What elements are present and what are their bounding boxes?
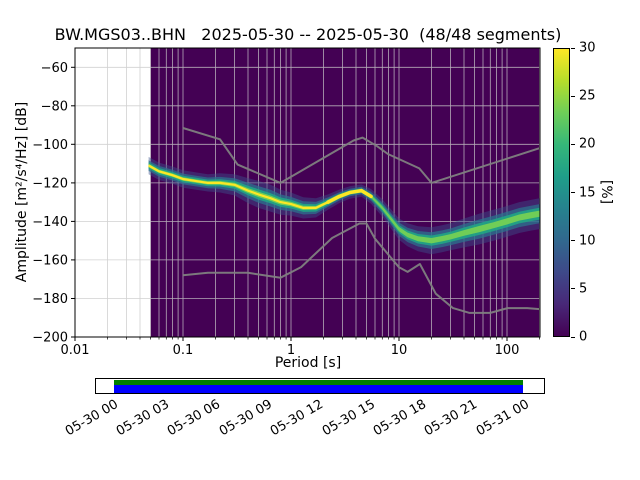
colorbar-tick-label: 25 <box>579 88 596 104</box>
plot-title: BW.MGS03..BHN 2025-05-30 -- 2025-05-30 (… <box>54 25 562 44</box>
x-tick-label: 0.01 <box>61 343 90 358</box>
x-tick-label: 0.1 <box>173 343 194 358</box>
y-tick-label: −80 <box>41 99 68 114</box>
psd-band-layer <box>148 160 540 249</box>
timeline-tick-label: 05-30 18 <box>370 397 429 440</box>
timeline-data-availability-segment <box>113 385 524 393</box>
colorbar-tick-mark <box>571 288 575 290</box>
plot-border <box>74 47 541 338</box>
x-tick-label: 1 <box>287 343 295 358</box>
y-tick-label: −60 <box>41 61 68 76</box>
psd-mode-peak <box>326 188 373 204</box>
y-tick-label: −200 <box>32 331 68 346</box>
colorbar-tick-label: 30 <box>579 40 596 56</box>
colorbar-label: [%] <box>598 179 614 205</box>
timeline-coverage-bar <box>95 378 545 394</box>
y-tick-label: −100 <box>32 138 68 153</box>
colorbar-tick-mark <box>571 95 575 97</box>
colorbar-tick-label: 15 <box>579 185 596 200</box>
colorbar-tick-mark <box>571 336 575 338</box>
colorbar-tick-label: 0 <box>579 329 588 345</box>
x-tick-label: 100 <box>495 343 520 358</box>
colorbar-tick-label: 10 <box>579 233 596 249</box>
y-tick-label: −120 <box>32 176 68 191</box>
psd-band-layer <box>148 156 540 255</box>
x-axis-label: Period [s] <box>274 355 342 371</box>
colorbar-tick-mark <box>571 240 575 242</box>
colorbar-tick-mark <box>571 47 575 49</box>
colorbar-tick-mark <box>571 143 575 145</box>
noise-model-nhnm <box>182 127 540 184</box>
timeline-tick-label: 05-30 12 <box>268 397 327 440</box>
colorbar-tick-mark <box>571 192 575 193</box>
timeline-tick-label: 05-30 15 <box>319 397 378 440</box>
noise-model-nlnm <box>182 222 540 314</box>
timeline-tick-label: 05-30 09 <box>216 397 275 440</box>
colorbar <box>553 48 570 337</box>
y-tick-label: −180 <box>32 292 68 307</box>
timeline-tick-label: 05-30 06 <box>165 397 224 440</box>
y-tick-label: −160 <box>32 253 68 268</box>
timeline-tick-label: 05-30 03 <box>113 397 172 440</box>
timeline-tick-label: 05-30 00 <box>62 397 121 440</box>
y-tick-label: −140 <box>32 215 68 230</box>
timeline-tick-label: 05-30 21 <box>422 397 481 440</box>
timeline-tick-label: 05-31 00 <box>473 397 532 440</box>
timeline-tick-labels: 05-30 00 05-30 03 05-30 06 05-30 09 05-30 12… <box>62 397 545 467</box>
colorbar-tick-label: 20 <box>579 136 596 152</box>
colorbar-ticks: 0 5 10 15 20 25 30 <box>571 41 611 345</box>
grid-lines <box>74 48 540 337</box>
y-axis-label: Amplitude [m²/s⁴/Hz] [dB] <box>14 101 30 283</box>
ppsd-plot-area: 0.01 0.1 1 10 100 −60 −80 −100 −120 −140 −160 −180 −… <box>32 47 541 358</box>
colorbar-tick-label: 5 <box>579 281 588 297</box>
x-tick-label: 10 <box>391 343 408 358</box>
timeline-psd-coverage-segment <box>113 380 524 385</box>
